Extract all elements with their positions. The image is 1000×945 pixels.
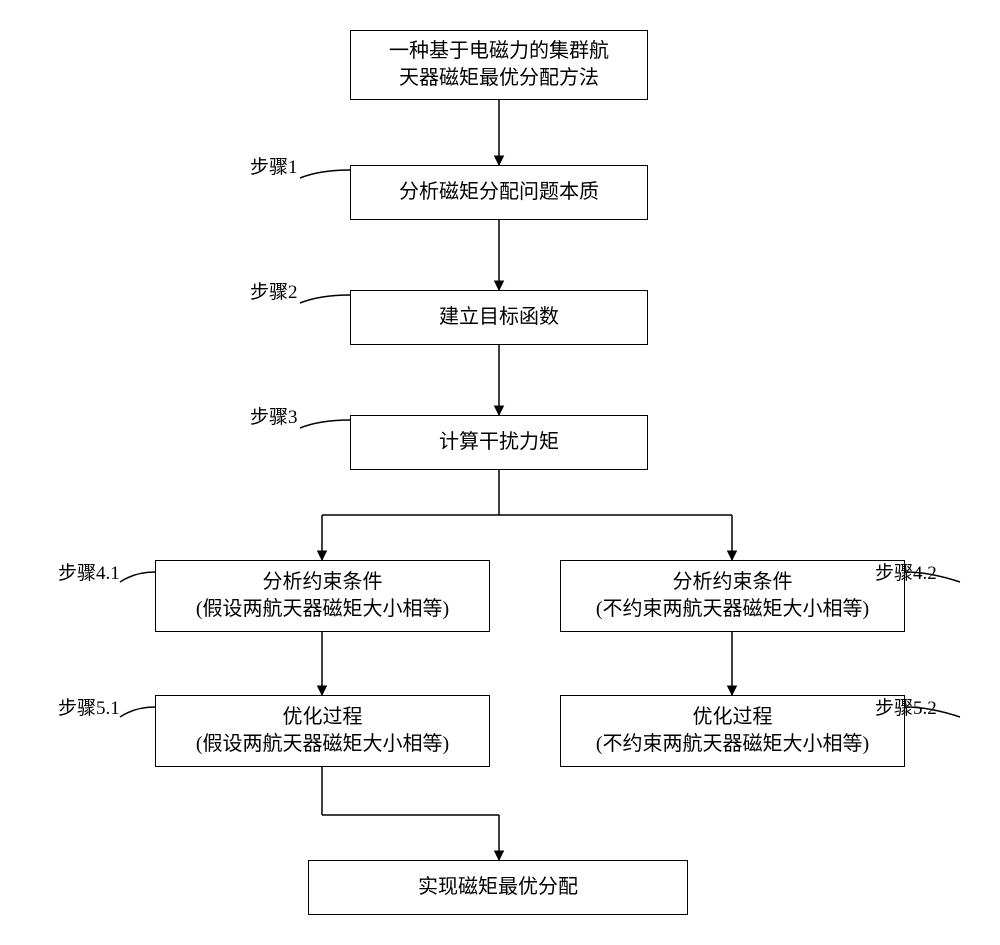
label-step42: 步骤4.2 xyxy=(875,558,937,585)
node-final-text: 实现磁矩最优分配 xyxy=(418,874,578,901)
node-step2-text: 建立目标函数 xyxy=(439,304,559,331)
node-step1-text: 分析磁矩分配问题本质 xyxy=(399,179,599,206)
node-step3: 计算干扰力矩 xyxy=(350,415,648,470)
node-step42-line1: 分析约束条件 xyxy=(673,569,793,596)
node-step51-line1: 优化过程 xyxy=(283,704,363,731)
label-step52: 步骤5.2 xyxy=(875,693,937,720)
node-step51: 优化过程 (假设两航天器磁矩大小相等) xyxy=(155,695,490,767)
node-step42-line2: (不约束两航天器磁矩大小相等) xyxy=(596,596,869,623)
node-step1: 分析磁矩分配问题本质 xyxy=(350,165,648,220)
node-step52: 优化过程 (不约束两航天器磁矩大小相等) xyxy=(560,695,905,767)
node-step41-line2: (假设两航天器磁矩大小相等) xyxy=(196,596,449,623)
node-step3-text: 计算干扰力矩 xyxy=(439,429,559,456)
edges-layer xyxy=(0,0,1000,945)
node-step41: 分析约束条件 (假设两航天器磁矩大小相等) xyxy=(155,560,490,632)
label-step2: 步骤2 xyxy=(250,277,298,304)
label-step41: 步骤4.1 xyxy=(58,558,120,585)
node-step42: 分析约束条件 (不约束两航天器磁矩大小相等) xyxy=(560,560,905,632)
node-step51-line2: (假设两航天器磁矩大小相等) xyxy=(196,731,449,758)
label-step1: 步骤1 xyxy=(250,152,298,179)
node-title: 一种基于电磁力的集群航 天器磁矩最优分配方法 xyxy=(350,30,648,100)
flowchart-canvas: 一种基于电磁力的集群航 天器磁矩最优分配方法 分析磁矩分配问题本质 建立目标函数… xyxy=(0,0,1000,945)
node-title-line1: 一种基于电磁力的集群航 xyxy=(389,38,609,65)
node-step52-line2: (不约束两航天器磁矩大小相等) xyxy=(596,731,869,758)
node-step52-line1: 优化过程 xyxy=(693,704,773,731)
label-step3: 步骤3 xyxy=(250,402,298,429)
node-title-line2: 天器磁矩最优分配方法 xyxy=(399,65,599,92)
node-step2: 建立目标函数 xyxy=(350,290,648,345)
label-step51: 步骤5.1 xyxy=(58,693,120,720)
node-step41-line1: 分析约束条件 xyxy=(263,569,383,596)
node-final: 实现磁矩最优分配 xyxy=(308,860,688,915)
